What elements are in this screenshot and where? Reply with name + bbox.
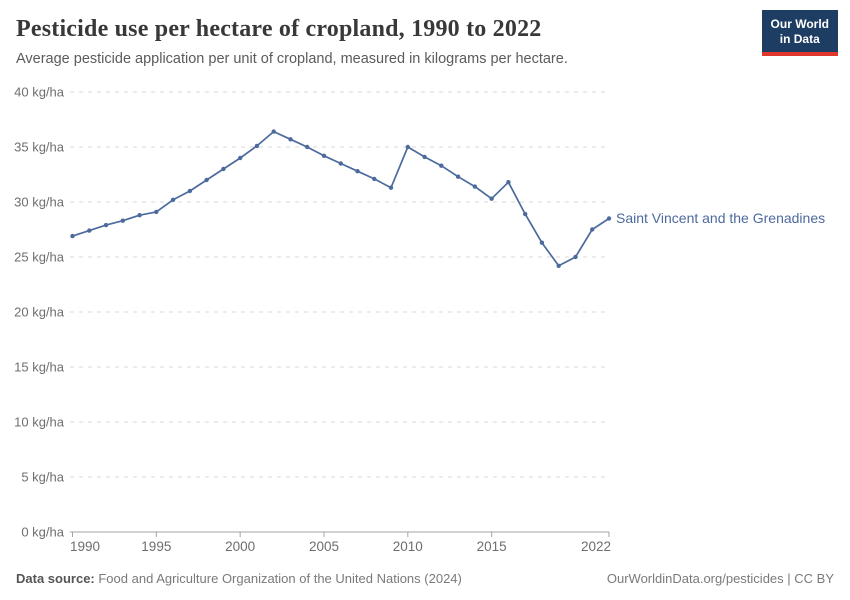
- data-point-marker: [221, 166, 226, 172]
- data-source-label: Data source:: [16, 571, 95, 586]
- data-source: Data source: Food and Agriculture Organi…: [16, 571, 462, 586]
- data-point-marker: [204, 177, 209, 183]
- data-point-marker: [170, 197, 176, 202]
- x-axis-tick-label: 2010: [393, 539, 423, 554]
- x-axis-tick-label: 2005: [309, 539, 339, 554]
- page-title: Pesticide use per hectare of cropland, 1…: [16, 16, 542, 42]
- data-point-marker: [556, 263, 561, 268]
- data-point-marker: [523, 211, 528, 217]
- owid-logo-line1: Our World: [770, 17, 829, 31]
- data-point-marker: [87, 228, 92, 233]
- y-axis-tick-label: 20 kg/ha: [14, 305, 65, 320]
- data-point-marker: [321, 153, 327, 158]
- data-point-marker: [472, 184, 478, 189]
- x-axis-tick-label: 2022: [581, 539, 611, 554]
- data-point-marker: [439, 163, 444, 168]
- chart-line: [72, 130, 610, 267]
- credit-link[interactable]: OurWorldinData.org/pesticides | CC BY: [606, 571, 834, 586]
- data-point-marker: [238, 155, 243, 161]
- data-point-marker: [590, 227, 595, 232]
- data-point-marker: [154, 209, 159, 215]
- data-point-marker: [187, 188, 193, 194]
- x-axis-tick-label: 2000: [225, 539, 255, 554]
- chart-footer: Data source: Food and Agriculture Organi…: [16, 571, 834, 586]
- data-point-marker: [606, 216, 612, 221]
- data-point-marker: [338, 161, 343, 166]
- x-axis-tick-label: 1990: [70, 539, 100, 554]
- x-axis-tick-label: 2015: [477, 539, 507, 554]
- data-point-marker: [489, 196, 494, 201]
- y-axis-tick-label: 35 kg/ha: [14, 140, 65, 155]
- page-subtitle: Average pesticide application per unit o…: [16, 51, 568, 67]
- data-source-text: Food and Agriculture Organization of the…: [94, 571, 462, 586]
- data-point-marker: [305, 144, 310, 150]
- data-point-marker: [455, 174, 461, 179]
- data-point-marker: [254, 143, 260, 149]
- y-axis-tick-label: 40 kg/ha: [14, 85, 65, 100]
- chart-header: Pesticide use per hectare of cropland, 1…: [0, 0, 850, 67]
- y-axis-tick-label: 0 kg/ha: [21, 525, 64, 540]
- data-point-marker: [388, 185, 394, 190]
- y-axis-tick-label: 25 kg/ha: [14, 250, 65, 265]
- y-axis-tick-label: 15 kg/ha: [14, 360, 65, 375]
- data-point-marker: [103, 222, 109, 228]
- data-point-marker: [506, 180, 511, 185]
- data-point-marker: [405, 144, 410, 150]
- data-point-marker: [573, 254, 578, 260]
- owid-logo[interactable]: Our World in Data: [761, 10, 838, 56]
- data-point-marker: [120, 218, 126, 223]
- data-point-marker: [137, 213, 142, 218]
- series-end-label: Saint Vincent and the Grenadines: [616, 210, 825, 226]
- owid-logo-line2: in Data: [779, 32, 820, 46]
- data-point-marker: [422, 154, 427, 160]
- y-axis-tick-label: 5 kg/ha: [21, 470, 64, 485]
- data-point-marker: [372, 176, 377, 182]
- data-point-marker: [271, 129, 276, 134]
- data-point-marker: [539, 240, 545, 245]
- data-point-marker: [288, 137, 293, 142]
- data-point-marker: [70, 233, 75, 239]
- y-axis-tick-label: 10 kg/ha: [14, 415, 65, 430]
- y-axis-tick-label: 30 kg/ha: [14, 195, 65, 210]
- x-axis-tick-label: 1995: [141, 539, 171, 554]
- data-point-marker: [355, 169, 360, 174]
